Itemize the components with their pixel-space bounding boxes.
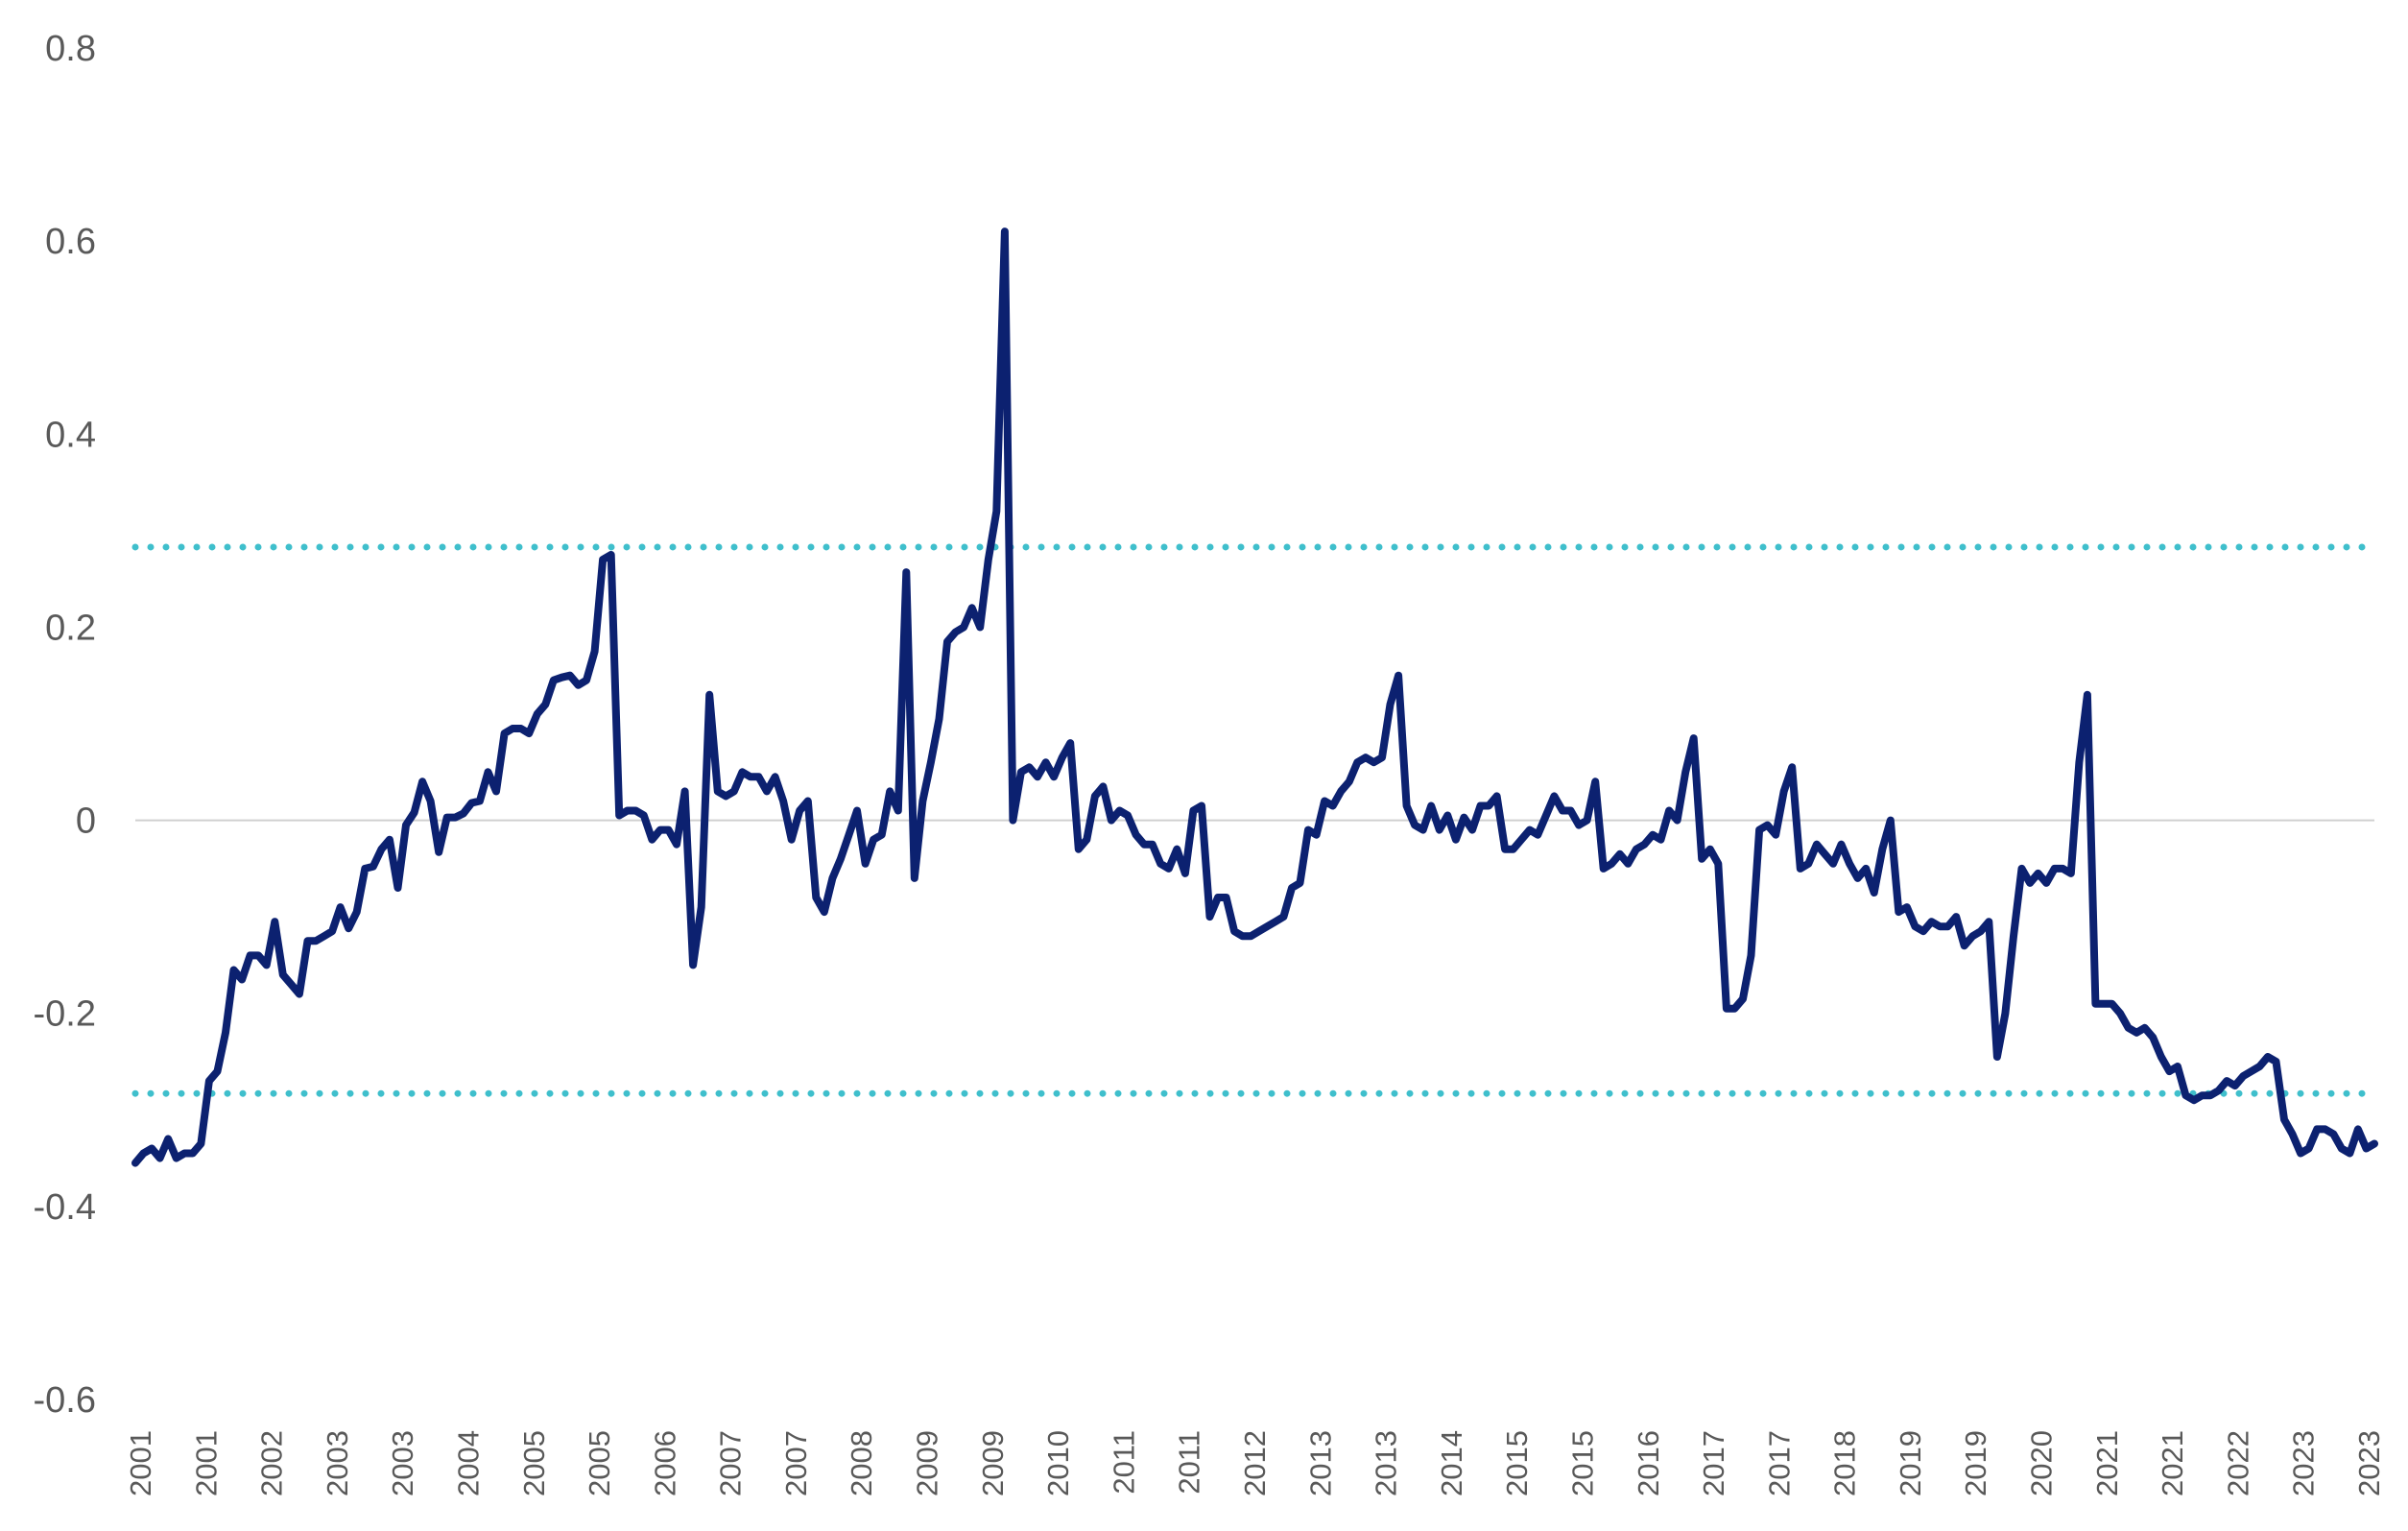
x-tick-label: 2011 [1173, 1430, 1206, 1495]
x-tick-label: 2018 [1828, 1430, 1862, 1496]
x-tick-label: 2016 [1632, 1430, 1665, 1496]
x-tick-label: 2019 [1894, 1430, 1927, 1496]
x-tick-label: 2021 [2090, 1430, 2124, 1496]
y-axis: 0.8 0.6 0.4 0.2 0 -0.2 -0.4 -0.6 [34, 29, 96, 1421]
x-tick-label: 2004 [451, 1430, 485, 1496]
x-tick-label: 2003 [386, 1430, 419, 1496]
x-tick-label: 2023 [2287, 1430, 2321, 1496]
y-tick-label: 0.2 [45, 608, 96, 648]
series-layer [135, 231, 2374, 1163]
x-tick-label: 2001 [189, 1430, 223, 1496]
x-tick-label: 2007 [779, 1430, 813, 1496]
x-tick-label: 2006 [648, 1430, 681, 1496]
x-tick-label: 2021 [2156, 1430, 2189, 1496]
x-tick-label: 2017 [1762, 1430, 1796, 1496]
y-tick-label: -0.4 [34, 1187, 96, 1228]
x-tick-label: 2017 [1697, 1430, 1730, 1496]
x-tick-label: 2011 [1107, 1430, 1140, 1495]
y-tick-label: -0.2 [34, 994, 96, 1035]
x-tick-label: 2020 [2025, 1430, 2059, 1496]
x-tick-label: 2019 [1959, 1430, 1992, 1496]
x-tick-label: 2009 [911, 1430, 944, 1496]
x-tick-label: 2015 [1565, 1430, 1599, 1496]
x-tick-label: 2010 [1041, 1430, 1075, 1496]
x-axis: 2001 2001 2002 2003 2003 2004 2005 2005 2006 2007… [124, 1430, 2386, 1496]
x-tick-label: 2013 [1370, 1430, 1403, 1496]
x-tick-label: 2005 [517, 1430, 551, 1496]
series-line [135, 231, 2374, 1163]
y-tick-label: 0 [76, 801, 96, 842]
x-tick-label: 2007 [714, 1430, 748, 1496]
x-tick-label: 2013 [1303, 1430, 1337, 1496]
y-tick-label: 0.4 [45, 415, 96, 455]
x-tick-label: 2015 [1500, 1430, 1534, 1496]
x-tick-label: 2003 [321, 1430, 354, 1496]
x-tick-label: 2023 [2352, 1430, 2386, 1496]
y-tick-label: 0.8 [45, 29, 96, 69]
x-tick-label: 2001 [124, 1430, 157, 1496]
x-tick-label: 2022 [2221, 1430, 2254, 1496]
x-tick-label: 2012 [1238, 1430, 1272, 1496]
y-tick-label: -0.6 [34, 1380, 96, 1421]
x-tick-label: 2005 [583, 1430, 616, 1496]
x-tick-label: 2008 [845, 1430, 878, 1496]
y-tick-label: 0.6 [45, 222, 96, 262]
x-tick-label: 2009 [976, 1430, 1010, 1496]
x-tick-label: 2002 [255, 1430, 289, 1496]
x-tick-label: 2014 [1435, 1430, 1468, 1496]
